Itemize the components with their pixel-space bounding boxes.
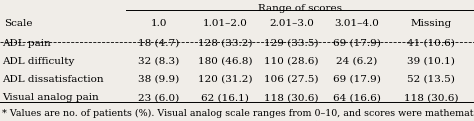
Text: 118 (30.6): 118 (30.6) [404,93,458,102]
Text: Missing: Missing [410,19,452,28]
Text: 2.01–3.0: 2.01–3.0 [269,19,314,28]
Text: ADL pain: ADL pain [2,39,51,48]
Text: 52 (13.5): 52 (13.5) [407,75,456,84]
Text: 32 (8.3): 32 (8.3) [138,57,180,66]
Text: 1.0: 1.0 [151,19,167,28]
Text: 69 (17.9): 69 (17.9) [333,75,381,84]
Text: 110 (28.6): 110 (28.6) [264,57,319,66]
Text: 64 (16.6): 64 (16.6) [333,93,381,102]
Text: 129 (33.5): 129 (33.5) [264,39,319,48]
Text: ADL difficulty: ADL difficulty [2,57,75,66]
Text: Range of scores: Range of scores [258,4,342,13]
Text: 3.01–4.0: 3.01–4.0 [334,19,379,28]
Text: 41 (10.6): 41 (10.6) [407,39,456,48]
Text: 62 (16.1): 62 (16.1) [201,93,249,102]
Text: 128 (33.2): 128 (33.2) [198,39,252,48]
Text: 24 (6.2): 24 (6.2) [336,57,377,66]
Text: ADL dissatisfaction: ADL dissatisfaction [2,75,104,84]
Text: 69 (17.9): 69 (17.9) [333,39,381,48]
Text: 38 (9.9): 38 (9.9) [138,75,180,84]
Text: 18 (4.7): 18 (4.7) [138,39,180,48]
Text: * Values are no. of patients (%). Visual analog scale ranges from 0–10, and scor: * Values are no. of patients (%). Visual… [2,109,474,121]
Text: Visual analog pain: Visual analog pain [2,93,99,102]
Text: 1.01–2.0: 1.01–2.0 [203,19,247,28]
Text: 23 (6.0): 23 (6.0) [138,93,180,102]
Text: 120 (31.2): 120 (31.2) [198,75,252,84]
Text: 39 (10.1): 39 (10.1) [407,57,456,66]
Text: Scale: Scale [4,19,32,28]
Text: 118 (30.6): 118 (30.6) [264,93,319,102]
Text: 180 (46.8): 180 (46.8) [198,57,252,66]
Text: 106 (27.5): 106 (27.5) [264,75,319,84]
